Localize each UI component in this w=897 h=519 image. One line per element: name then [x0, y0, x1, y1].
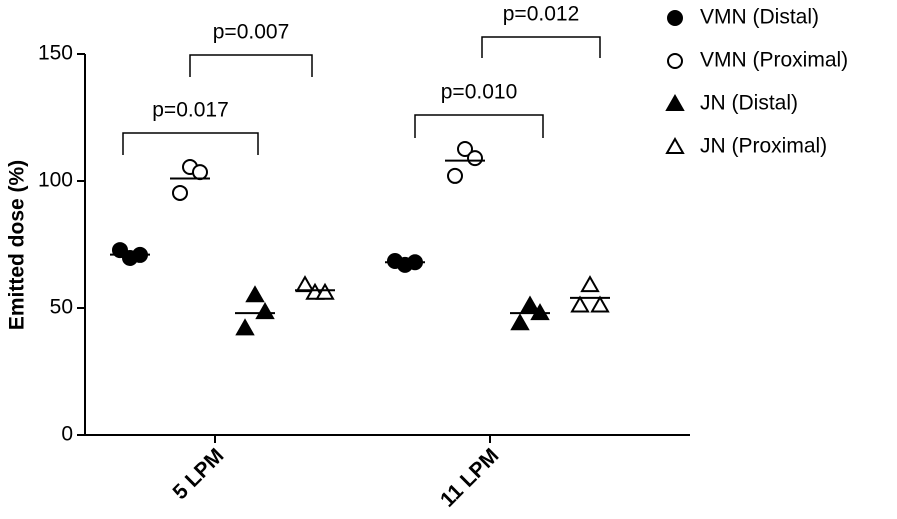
p-value: p=0.007: [213, 21, 290, 44]
point: [520, 295, 540, 313]
point: [467, 150, 483, 167]
y-tick-label: 50: [50, 296, 73, 319]
point: [457, 140, 473, 157]
legend-label: JN (Distal): [700, 92, 798, 115]
point: [235, 318, 255, 336]
point: [295, 275, 315, 293]
point: [192, 164, 208, 181]
point: [255, 302, 275, 320]
y-axis-label: Emitted dose (%): [6, 160, 29, 330]
legend-label: JN (Proximal): [700, 135, 827, 158]
point: [580, 275, 600, 293]
legend-marker: [665, 136, 685, 154]
y-tick-label: 100: [38, 169, 73, 192]
p-value: p=0.010: [441, 81, 518, 104]
point: [510, 313, 530, 331]
point: [570, 295, 590, 313]
p-value: p=0.012: [503, 3, 580, 26]
bracket: [189, 54, 313, 77]
point: [447, 167, 463, 184]
x-tick-label: 11 LPM: [436, 444, 503, 511]
legend-marker: [665, 93, 685, 111]
legend-marker: [667, 10, 683, 26]
bracket: [122, 132, 259, 155]
p-value: p=0.017: [152, 99, 229, 122]
y-tick-label: 150: [38, 42, 73, 65]
y-tick-label: 0: [61, 423, 73, 446]
bracket: [414, 114, 544, 138]
legend-label: VMN (Proximal): [700, 49, 848, 72]
point: [245, 285, 265, 303]
bracket: [481, 36, 601, 58]
x-tick-label: 5 LPM: [168, 444, 228, 504]
legend-marker: [667, 53, 683, 69]
legend-label: VMN (Distal): [700, 6, 819, 29]
point: [590, 295, 610, 313]
point: [315, 282, 335, 300]
point: [172, 184, 188, 201]
